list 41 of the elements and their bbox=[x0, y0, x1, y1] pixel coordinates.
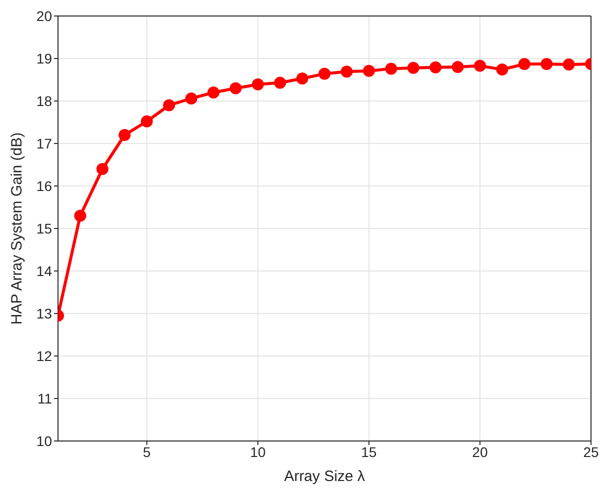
point bbox=[230, 82, 242, 94]
point bbox=[362, 64, 375, 77]
x-axis-title: Array Size λ bbox=[284, 468, 366, 485]
point bbox=[496, 64, 508, 76]
x-tick-label: 15 bbox=[361, 444, 377, 460]
x-tick-label: 10 bbox=[250, 444, 266, 460]
y-tick-label: 18 bbox=[36, 92, 52, 109]
point bbox=[385, 62, 398, 75]
point bbox=[318, 68, 330, 80]
y-tick-label: 20 bbox=[36, 8, 52, 24]
point bbox=[474, 60, 486, 72]
point bbox=[74, 210, 86, 222]
point bbox=[140, 115, 153, 128]
y-tick-label: 10 bbox=[36, 432, 52, 449]
point bbox=[407, 62, 420, 74]
point bbox=[562, 58, 575, 70]
x-tick-label: 25 bbox=[583, 444, 599, 460]
point bbox=[96, 163, 108, 175]
point bbox=[207, 86, 220, 98]
point bbox=[296, 72, 308, 84]
point bbox=[518, 58, 530, 70]
y-tick-label: 15 bbox=[36, 220, 52, 236]
x-tick-label: 5 bbox=[142, 444, 151, 460]
point bbox=[185, 92, 198, 104]
point bbox=[163, 99, 176, 112]
point bbox=[430, 61, 442, 74]
point bbox=[540, 58, 553, 70]
y-tick-label: 13 bbox=[36, 305, 52, 322]
y-tick-label: 14 bbox=[36, 262, 52, 279]
point bbox=[452, 61, 464, 73]
y-tick-label: 19 bbox=[36, 50, 52, 66]
y-tick-label: 11 bbox=[37, 390, 52, 406]
x-tick-label: 20 bbox=[472, 444, 488, 460]
y-tick-label: 12 bbox=[36, 348, 52, 364]
point bbox=[252, 78, 264, 90]
y-tick-label: 16 bbox=[36, 178, 52, 194]
point bbox=[118, 129, 131, 141]
y-axis-title: HAP Array System Gain (dB) bbox=[8, 132, 26, 325]
point bbox=[340, 66, 353, 78]
point bbox=[274, 76, 286, 89]
y-tick-label: 17 bbox=[36, 135, 52, 152]
